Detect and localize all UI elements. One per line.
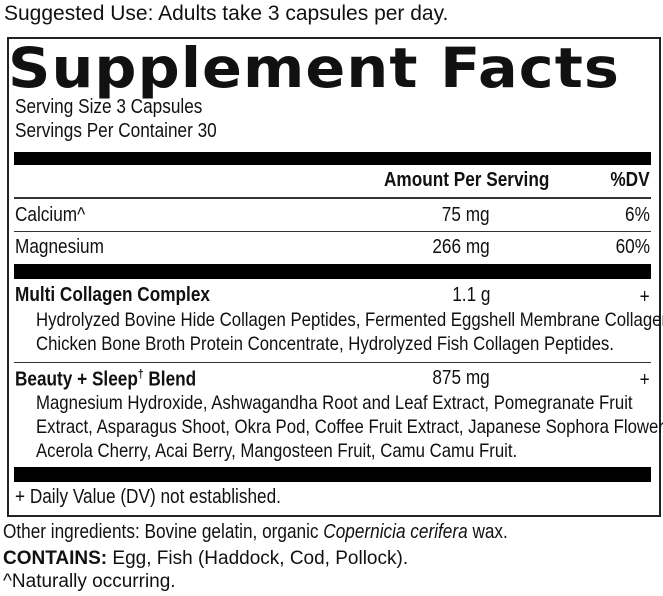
blend-ingredients-line: Acerola Cherry, Acai Berry, Mangosteen F… bbox=[36, 440, 518, 462]
blend-ingredients-line: Hydrolyzed Bovine Hide Collagen Peptides… bbox=[36, 309, 663, 331]
nutrient-name: Magnesium bbox=[15, 236, 104, 258]
divider bbox=[14, 197, 651, 199]
allergen-statement: CONTAINS: Egg, Fish (Haddock, Cod, Pollo… bbox=[3, 548, 409, 569]
blend-ingredients-line: Extract, Asparagus Shoot, Okra Pod, Coff… bbox=[36, 416, 663, 438]
nutrient-name: Calcium^ bbox=[15, 204, 86, 226]
divider bbox=[14, 231, 651, 232]
divider-thick bbox=[14, 467, 651, 482]
nutrient-amount: 75 mg bbox=[442, 204, 490, 226]
blend-ingredients-line: Chicken Bone Broth Protein Concentrate, … bbox=[36, 333, 614, 355]
blend-ingredients-line: Magnesium Hydroxide, Ashwagandha Root an… bbox=[36, 392, 633, 414]
divider-thick bbox=[14, 152, 651, 165]
blend-amount: 875 mg bbox=[432, 367, 490, 389]
divider-thick bbox=[14, 264, 651, 279]
naturally-occurring-note: ^Naturally occurring. bbox=[3, 571, 176, 592]
blend-amount: 1.1 g bbox=[451, 284, 490, 306]
suggested-use: Suggested Use: Adults take 3 capsules pe… bbox=[4, 2, 449, 25]
blend-name: Multi Collagen Complex bbox=[15, 284, 210, 306]
blend-dv: + bbox=[639, 286, 650, 308]
panel-title: Supplement Facts bbox=[8, 36, 621, 100]
footnote: + Daily Value (DV) not established. bbox=[15, 486, 281, 508]
header-dv: %DV bbox=[610, 169, 650, 191]
nutrient-dv: 60% bbox=[615, 236, 650, 258]
nutrient-dv: 6% bbox=[625, 204, 650, 226]
blend-dv: + bbox=[639, 369, 650, 391]
other-ingredients: Other ingredients: Bovine gelatin, organ… bbox=[3, 521, 508, 543]
header-amount: Amount Per Serving bbox=[384, 169, 550, 191]
divider bbox=[14, 362, 651, 363]
nutrient-amount: 266 mg bbox=[432, 236, 490, 258]
servings-per-container: Servings Per Container 30 bbox=[15, 120, 217, 142]
blend-name: Beauty + Sleep† Blend bbox=[15, 367, 197, 391]
supplement-facts-panel bbox=[7, 37, 661, 517]
serving-size: Serving Size 3 Capsules bbox=[15, 96, 203, 118]
